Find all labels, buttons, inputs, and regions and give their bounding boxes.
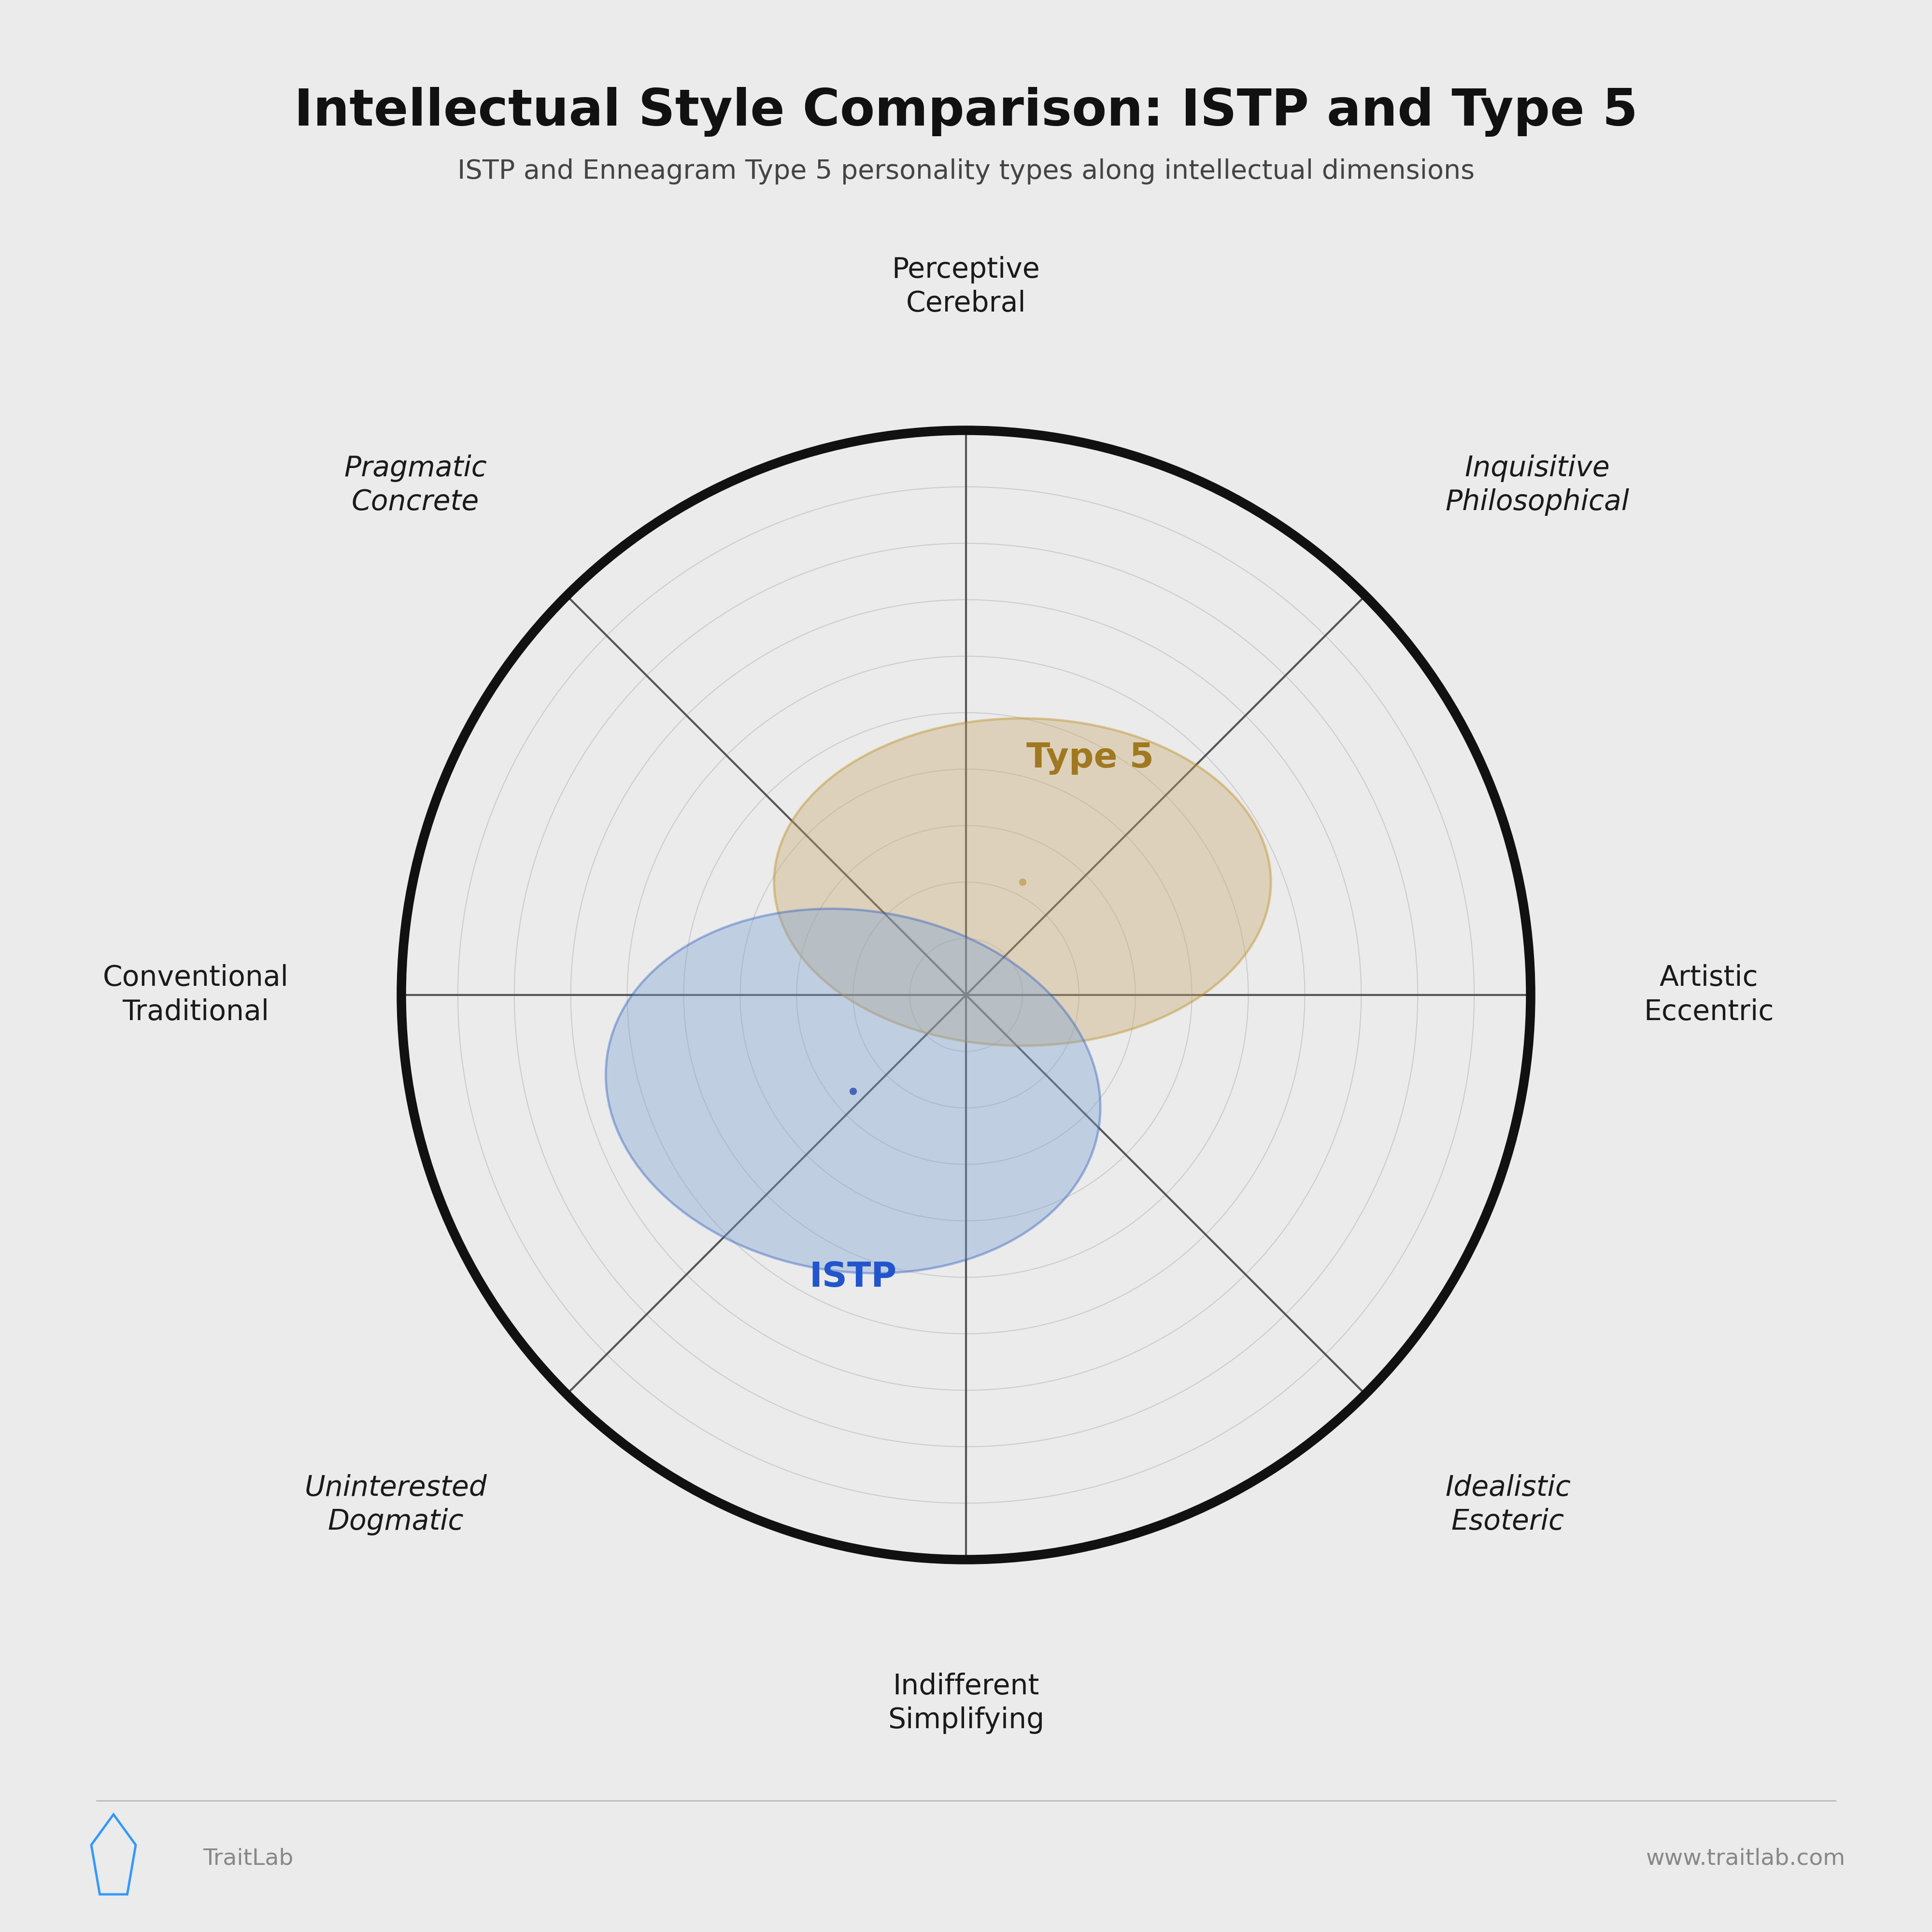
Text: Intellectual Style Comparison: ISTP and Type 5: Intellectual Style Comparison: ISTP and …	[294, 87, 1638, 137]
Text: ISTP and Enneagram Type 5 personality types along intellectual dimensions: ISTP and Enneagram Type 5 personality ty…	[458, 158, 1474, 185]
Text: Indifferent
Simplifying: Indifferent Simplifying	[887, 1673, 1045, 1735]
Text: TraitLab: TraitLab	[203, 1847, 294, 1870]
Text: Idealistic
Esoteric: Idealistic Esoteric	[1445, 1474, 1571, 1536]
Text: Conventional
Traditional: Conventional Traditional	[102, 964, 288, 1026]
Text: Inquisitive
Philosophical: Inquisitive Philosophical	[1445, 454, 1629, 516]
Text: Type 5: Type 5	[1026, 742, 1153, 775]
Text: Pragmatic
Concrete: Pragmatic Concrete	[344, 454, 487, 516]
Text: www.traitlab.com: www.traitlab.com	[1646, 1847, 1845, 1870]
Text: Perceptive
Cerebral: Perceptive Cerebral	[893, 255, 1039, 317]
Text: Artistic
Eccentric: Artistic Eccentric	[1644, 964, 1774, 1026]
Text: Uninterested
Dogmatic: Uninterested Dogmatic	[305, 1474, 487, 1536]
Ellipse shape	[607, 908, 1101, 1273]
Text: ISTP: ISTP	[810, 1262, 896, 1294]
Ellipse shape	[775, 719, 1271, 1045]
